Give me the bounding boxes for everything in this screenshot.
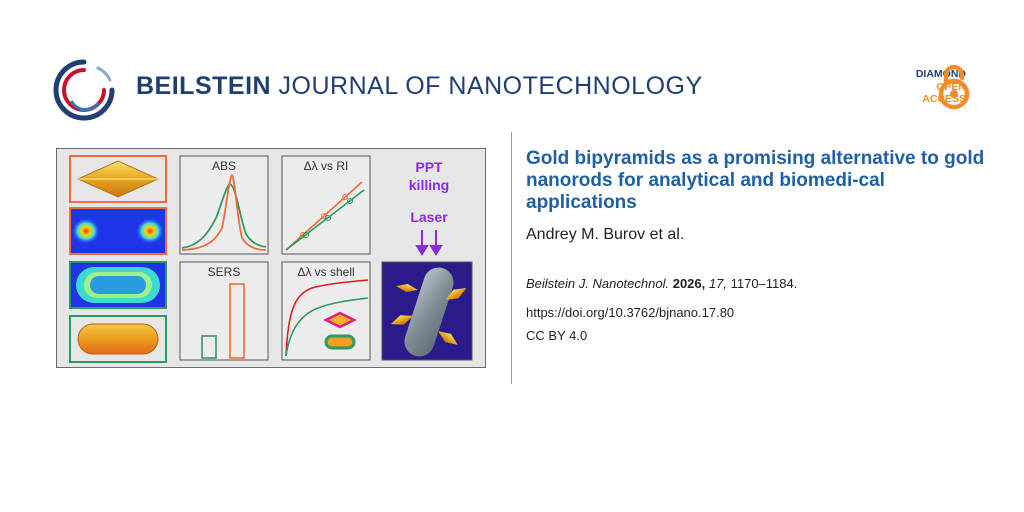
bipyramid-particle-3 <box>390 315 414 325</box>
shell-green-curve <box>285 297 369 357</box>
laser-arrows-icon <box>415 230 443 256</box>
shell-label: Δλ vs shell <box>297 265 354 279</box>
sers-label: SERS <box>208 265 241 279</box>
article-authors: Andrey M. Burov et al. <box>526 226 685 243</box>
shell-red-curve <box>285 279 369 357</box>
article-license: CC BY 4.0 <box>526 328 588 343</box>
article-doi-link[interactable]: https://doi.org/10.3762/bjnano.17.80 <box>526 305 735 320</box>
citation-journal: Beilstein J. Nanotechnol. <box>526 276 670 291</box>
journal-name-rest: JOURNAL OF NANOTECHNOLOGY <box>278 72 703 100</box>
vertical-divider <box>511 132 512 384</box>
citation-year: 2026, <box>672 276 706 291</box>
ri-label: Δλ vs RI <box>304 159 349 173</box>
journal-name: BEILSTEIN JOURNAL OF NANOTECHNOLOGY <box>136 72 703 101</box>
ri-panel <box>281 155 371 255</box>
ppt-line-2: killing <box>409 177 449 193</box>
bipyramid-particle-2 <box>445 288 467 300</box>
open-lock-icon <box>938 64 970 110</box>
citation-pages: 1170–1184. <box>730 276 798 291</box>
article-title: Gold bipyramids as a promising alternati… <box>526 148 985 213</box>
bipyramid-particle-4 <box>438 331 458 345</box>
abs-orange-curve <box>181 173 267 251</box>
abs-panel <box>179 155 269 255</box>
cell-body <box>404 267 454 357</box>
abs-label: ABS <box>212 159 236 173</box>
article-citation: Beilstein J. Nanotechnol. 2026, 17, 1170… <box>526 276 797 291</box>
laser-label: Laser <box>410 209 448 225</box>
sers-panel <box>179 261 269 361</box>
ppt-line-1: PPT <box>415 159 443 175</box>
graphical-abstract: ABS Δλ vs RI SERS Δλ vs shell PPT killin… <box>56 148 486 368</box>
sers-green-bar <box>201 335 217 359</box>
journal-name-bold: BEILSTEIN <box>136 72 272 100</box>
journal-logo-icon <box>53 59 115 121</box>
access-line-1: DIAMOND <box>915 68 966 80</box>
bipyramid-particle-1 <box>396 284 418 292</box>
sers-orange-bar <box>229 283 245 359</box>
shell-bipyramid-icon <box>323 311 357 329</box>
ri-green-line <box>285 189 365 251</box>
ri-orange-line <box>285 181 363 251</box>
shell-nanorod-icon <box>324 334 356 350</box>
citation-volume: 17, <box>708 276 727 291</box>
nanorod-shape <box>77 323 159 355</box>
